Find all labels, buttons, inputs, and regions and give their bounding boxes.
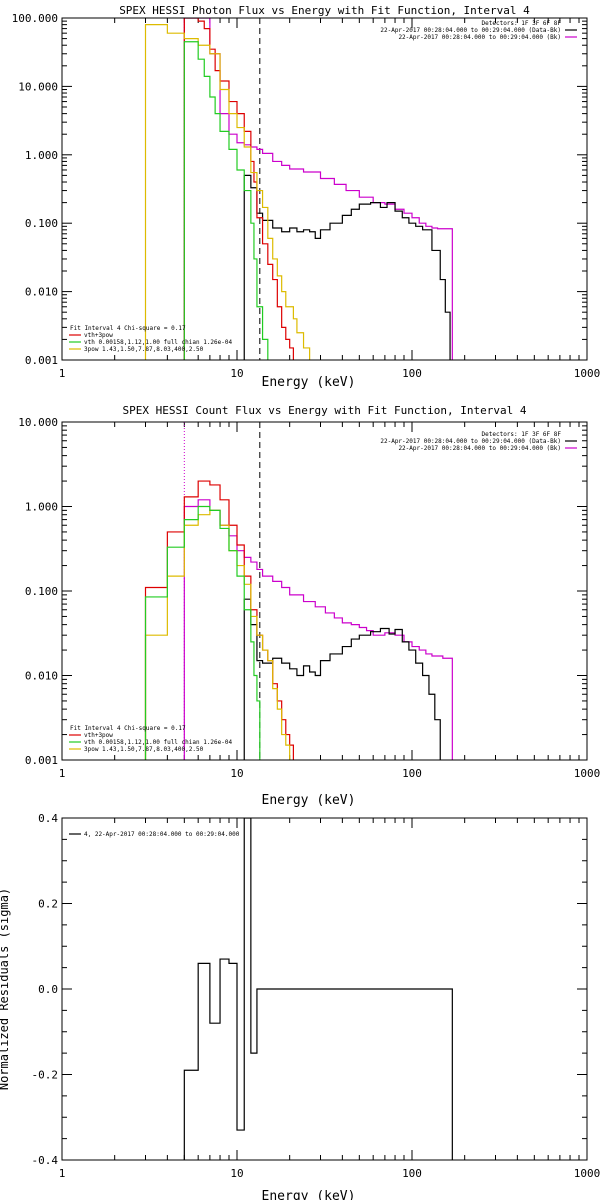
chart-title: SPEX HESSI Count Flux vs Energy with Fit… xyxy=(123,404,527,417)
legend-right-entry: 22-Apr-2017 00:28:04.000 to 00:29:04.000… xyxy=(380,27,561,34)
series-line-3 xyxy=(183,18,294,360)
x-tick-label: 1000 xyxy=(574,1167,600,1180)
legend-left-entry: Fit Interval 4 Chi-square = 0.17 xyxy=(70,325,186,332)
legend-right-entry: 22-Apr-2017 00:28:04.000 to 00:29:04.000… xyxy=(398,445,561,452)
y-tick-label: 0.001 xyxy=(25,354,58,367)
legend-left-entry: 3pow 1.43,1.50,7.87,8.03,400,2.50 xyxy=(84,746,204,753)
plot-frame xyxy=(61,421,588,761)
x-tick-label: 100 xyxy=(402,767,422,780)
chart-title: SPEX HESSI Photon Flux vs Energy with Fi… xyxy=(119,4,530,17)
y-tick-label: 10.000 xyxy=(18,80,58,93)
series-line-1 xyxy=(183,818,453,1160)
y-tick-label: -0.2 xyxy=(32,1069,59,1082)
series-group xyxy=(144,480,453,760)
legend-right-entry: Detectors: 1F 3F 6F 8F xyxy=(482,20,562,27)
y-axis-label: Normalized Residuals (sigma) xyxy=(0,888,11,1090)
chart-panel-2: SPEX HESSI Count Flux vs Energy with Fit… xyxy=(18,404,600,808)
legend-left-entry: 4, 22-Apr-2017 00:28:04.000 to 00:29:04.… xyxy=(84,831,240,838)
x-tick-label: 10 xyxy=(230,367,243,380)
plot-frame xyxy=(61,17,588,361)
y-tick-label: 0.100 xyxy=(25,217,58,230)
y-tick-label: 0.010 xyxy=(25,286,58,299)
series-line-4 xyxy=(144,24,311,360)
series-line-4 xyxy=(144,509,291,760)
x-tick-label: 1000 xyxy=(574,767,600,780)
chart-panel-1: SPEX HESSI Photon Flux vs Energy with Fi… xyxy=(12,4,600,390)
y-tick-label: 0.4 xyxy=(38,812,58,825)
chart-panel-3: 1 10 100 1000 -0.4 -0.2 0.0 0.2 0.4 Energy (keV) N… xyxy=(0,812,600,1200)
x-tick-label: 100 xyxy=(402,367,422,380)
y-tick-label: 10.000 xyxy=(18,416,58,429)
y-tick-label: 0.010 xyxy=(25,670,58,683)
series-line-5 xyxy=(144,505,261,760)
x-tick-label: 1 xyxy=(59,1167,66,1180)
y-tick-label: 0.100 xyxy=(25,585,58,598)
legend-left-entry: vth 0.00158,1.12,1.00 full chian 1.26e-0… xyxy=(84,339,232,346)
x-axis-label: Energy (keV) xyxy=(262,375,356,390)
legend-right-entry: Detectors: 1F 3F 6F 8F xyxy=(482,431,562,438)
series-group xyxy=(144,18,453,360)
x-tick-label: 1 xyxy=(59,367,66,380)
series-line-2 xyxy=(243,598,441,760)
y-tick-label: 0.0 xyxy=(38,983,58,996)
y-tick-label: -0.4 xyxy=(32,1154,59,1167)
legend-left-entry: vth 0.00158,1.12,1.00 full chian 1.26e-0… xyxy=(84,739,232,746)
legend-left-entry: vth+3pow xyxy=(84,732,113,739)
x-tick-label: 100 xyxy=(402,1167,422,1180)
series-line-2 xyxy=(243,174,451,360)
y-tick-label: 0.2 xyxy=(38,898,58,911)
legend-left-entry: vth+3pow xyxy=(84,332,113,339)
x-tick-label: 10 xyxy=(230,1167,243,1180)
y-tick-label: 100.000 xyxy=(12,12,58,25)
series-line-1 xyxy=(183,499,453,760)
x-tick-label: 1 xyxy=(59,767,66,780)
y-tick-label: 0.001 xyxy=(25,754,58,767)
series-group xyxy=(183,818,453,1160)
legend-right-entry: 22-Apr-2017 00:28:04.000 to 00:29:04.000… xyxy=(398,34,561,41)
y-tick-label: 1.000 xyxy=(25,501,58,514)
legend-left-entry: 3pow 1.43,1.50,7.87,8.03,400,2.50 xyxy=(84,346,204,353)
x-tick-label: 10 xyxy=(230,767,243,780)
series-line-5 xyxy=(183,41,269,360)
x-axis-label: Energy (keV) xyxy=(262,793,356,808)
plot-frame xyxy=(61,817,588,1161)
legend-left-entry: Fit Interval 4 Chi-square = 0.17 xyxy=(70,725,186,732)
y-tick-label: 1.000 xyxy=(25,149,58,162)
x-axis-label: Energy (keV) xyxy=(262,1189,356,1200)
x-tick-label: 1000 xyxy=(574,367,600,380)
legend-right-entry: 22-Apr-2017 00:28:04.000 to 00:29:04.000… xyxy=(380,438,561,445)
series-line-1 xyxy=(183,18,453,360)
